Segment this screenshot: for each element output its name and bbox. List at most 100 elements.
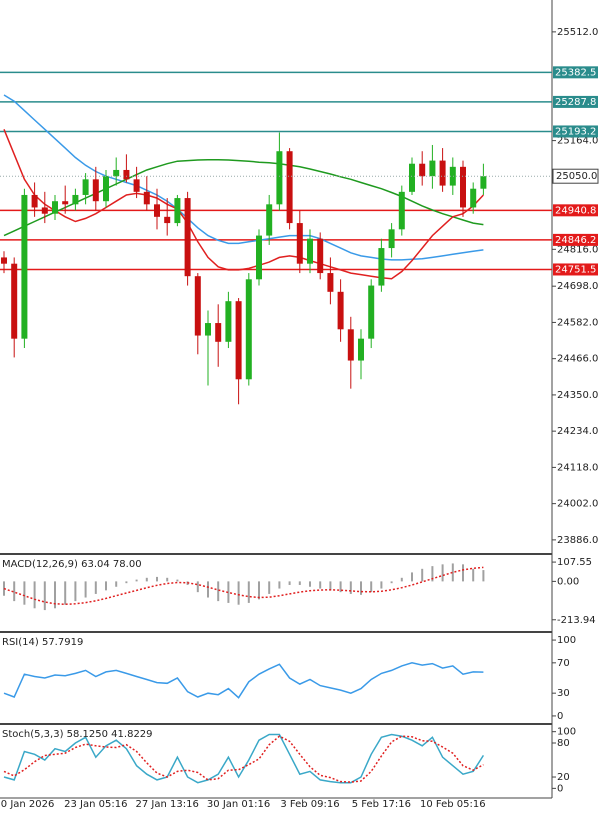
candle-body [113,169,120,177]
candle-body [245,279,252,380]
candle-body [82,179,89,195]
y-tick-label: 24118.0 [557,462,598,473]
level-label: 24751.5 [555,264,596,275]
panel-title: RSI(14) 57.7919 [2,637,83,648]
candle-body [21,194,28,339]
y-tick-label: 30 [557,688,570,699]
y-tick-label: 100 [557,727,576,738]
candle-body [388,229,395,249]
candle-body [1,257,7,264]
last-price-label: 25050.0 [556,171,597,182]
candle-body [184,198,191,277]
candle-body [460,166,466,208]
candle-body [419,163,426,177]
panel-title: MACD(12,26,9) 63.04 78.00 [2,559,142,570]
level-label-box [553,233,598,246]
y-tick-label: 24002.0 [557,499,598,510]
candle-body [347,329,354,361]
level-label: 24940.8 [555,205,596,216]
candle-body [154,204,160,217]
candle-body [429,160,436,177]
level-label-box [553,263,598,276]
candle-body [123,169,130,180]
x-tick-label: 3 Feb 09:16 [280,799,339,810]
level-label-box [553,125,598,138]
x-tick-label: 20 Jan 2026 [0,799,54,810]
level-label: 25382.5 [555,67,596,78]
indicator-line [3,735,484,783]
candle-body [72,194,79,205]
x-tick-label: 23 Jan 05:16 [64,799,127,810]
candle-body [398,191,405,230]
x-tick-label: 5 Feb 17:16 [352,799,411,810]
indicator-line [3,566,484,606]
candle-body [205,323,211,336]
level-label: 25193.2 [555,126,596,137]
candle-body [215,323,222,342]
y-tick-label: 23886.0 [557,535,598,546]
candle-body [62,201,69,205]
level-label-box [553,204,598,217]
candle-body [327,273,334,292]
candle-body [164,216,171,224]
y-tick-label: 25512.0 [557,27,598,38]
candle-body [31,194,38,208]
candle-body [194,276,201,336]
y-tick-label: 80 [557,738,570,749]
candle-body [256,235,262,280]
candle-body [92,179,99,202]
candle-body [317,238,324,274]
y-tick-label: 100 [557,635,576,646]
y-tick-label: 24582.0 [557,317,598,328]
candle-body [296,223,303,264]
indicator-line [3,662,484,699]
candle-body [439,160,446,186]
y-tick-label: 0 [557,711,563,722]
candle-body [378,248,385,286]
candle-body [266,204,273,236]
candle-body [358,338,364,361]
candle-body [103,176,109,202]
candle-body [470,188,477,208]
y-tick-label: 24816.0 [557,244,598,255]
candle-body [409,163,415,192]
y-tick-label: 20 [557,772,570,783]
indicator-line [3,94,484,261]
candle-body [307,238,313,264]
candle-body [337,291,344,330]
x-tick-label: 27 Jan 13:16 [136,799,199,810]
candle-body [368,285,375,339]
candle-body [225,301,232,342]
y-tick-label: 70 [557,658,570,669]
candle-body [143,191,150,205]
x-tick-label: 30 Jan 01:16 [207,799,270,810]
y-tick-label: -213.94 [557,615,596,626]
level-label-box [553,95,598,108]
candle-body [276,151,283,205]
y-tick-label: 25164.0 [557,136,598,147]
y-tick-label: 24234.0 [557,426,598,437]
last-price-box [552,168,599,184]
candle-body [52,201,58,214]
candle-body [235,301,242,380]
y-tick-label: 107.55 [557,557,592,568]
candle-body [174,198,181,224]
y-tick-label: 24466.0 [557,354,598,365]
y-tick-label: 24698.0 [557,281,598,292]
level-label-box [553,66,598,79]
x-tick-label: 10 Feb 05:16 [420,799,486,810]
level-label: 24846.2 [555,235,596,246]
y-tick-label: 0 [557,783,563,794]
candle-body [449,166,456,186]
level-label: 25287.8 [555,97,596,108]
y-tick-label: 0.00 [557,576,579,587]
indicator-line [3,129,484,280]
candle-body [286,151,293,224]
panel-title: Stoch(5,3,3) 58.1250 41.8229 [2,729,153,740]
y-tick-label: 24350.0 [557,390,598,401]
candle-body [11,263,18,339]
candle-body [480,176,487,189]
